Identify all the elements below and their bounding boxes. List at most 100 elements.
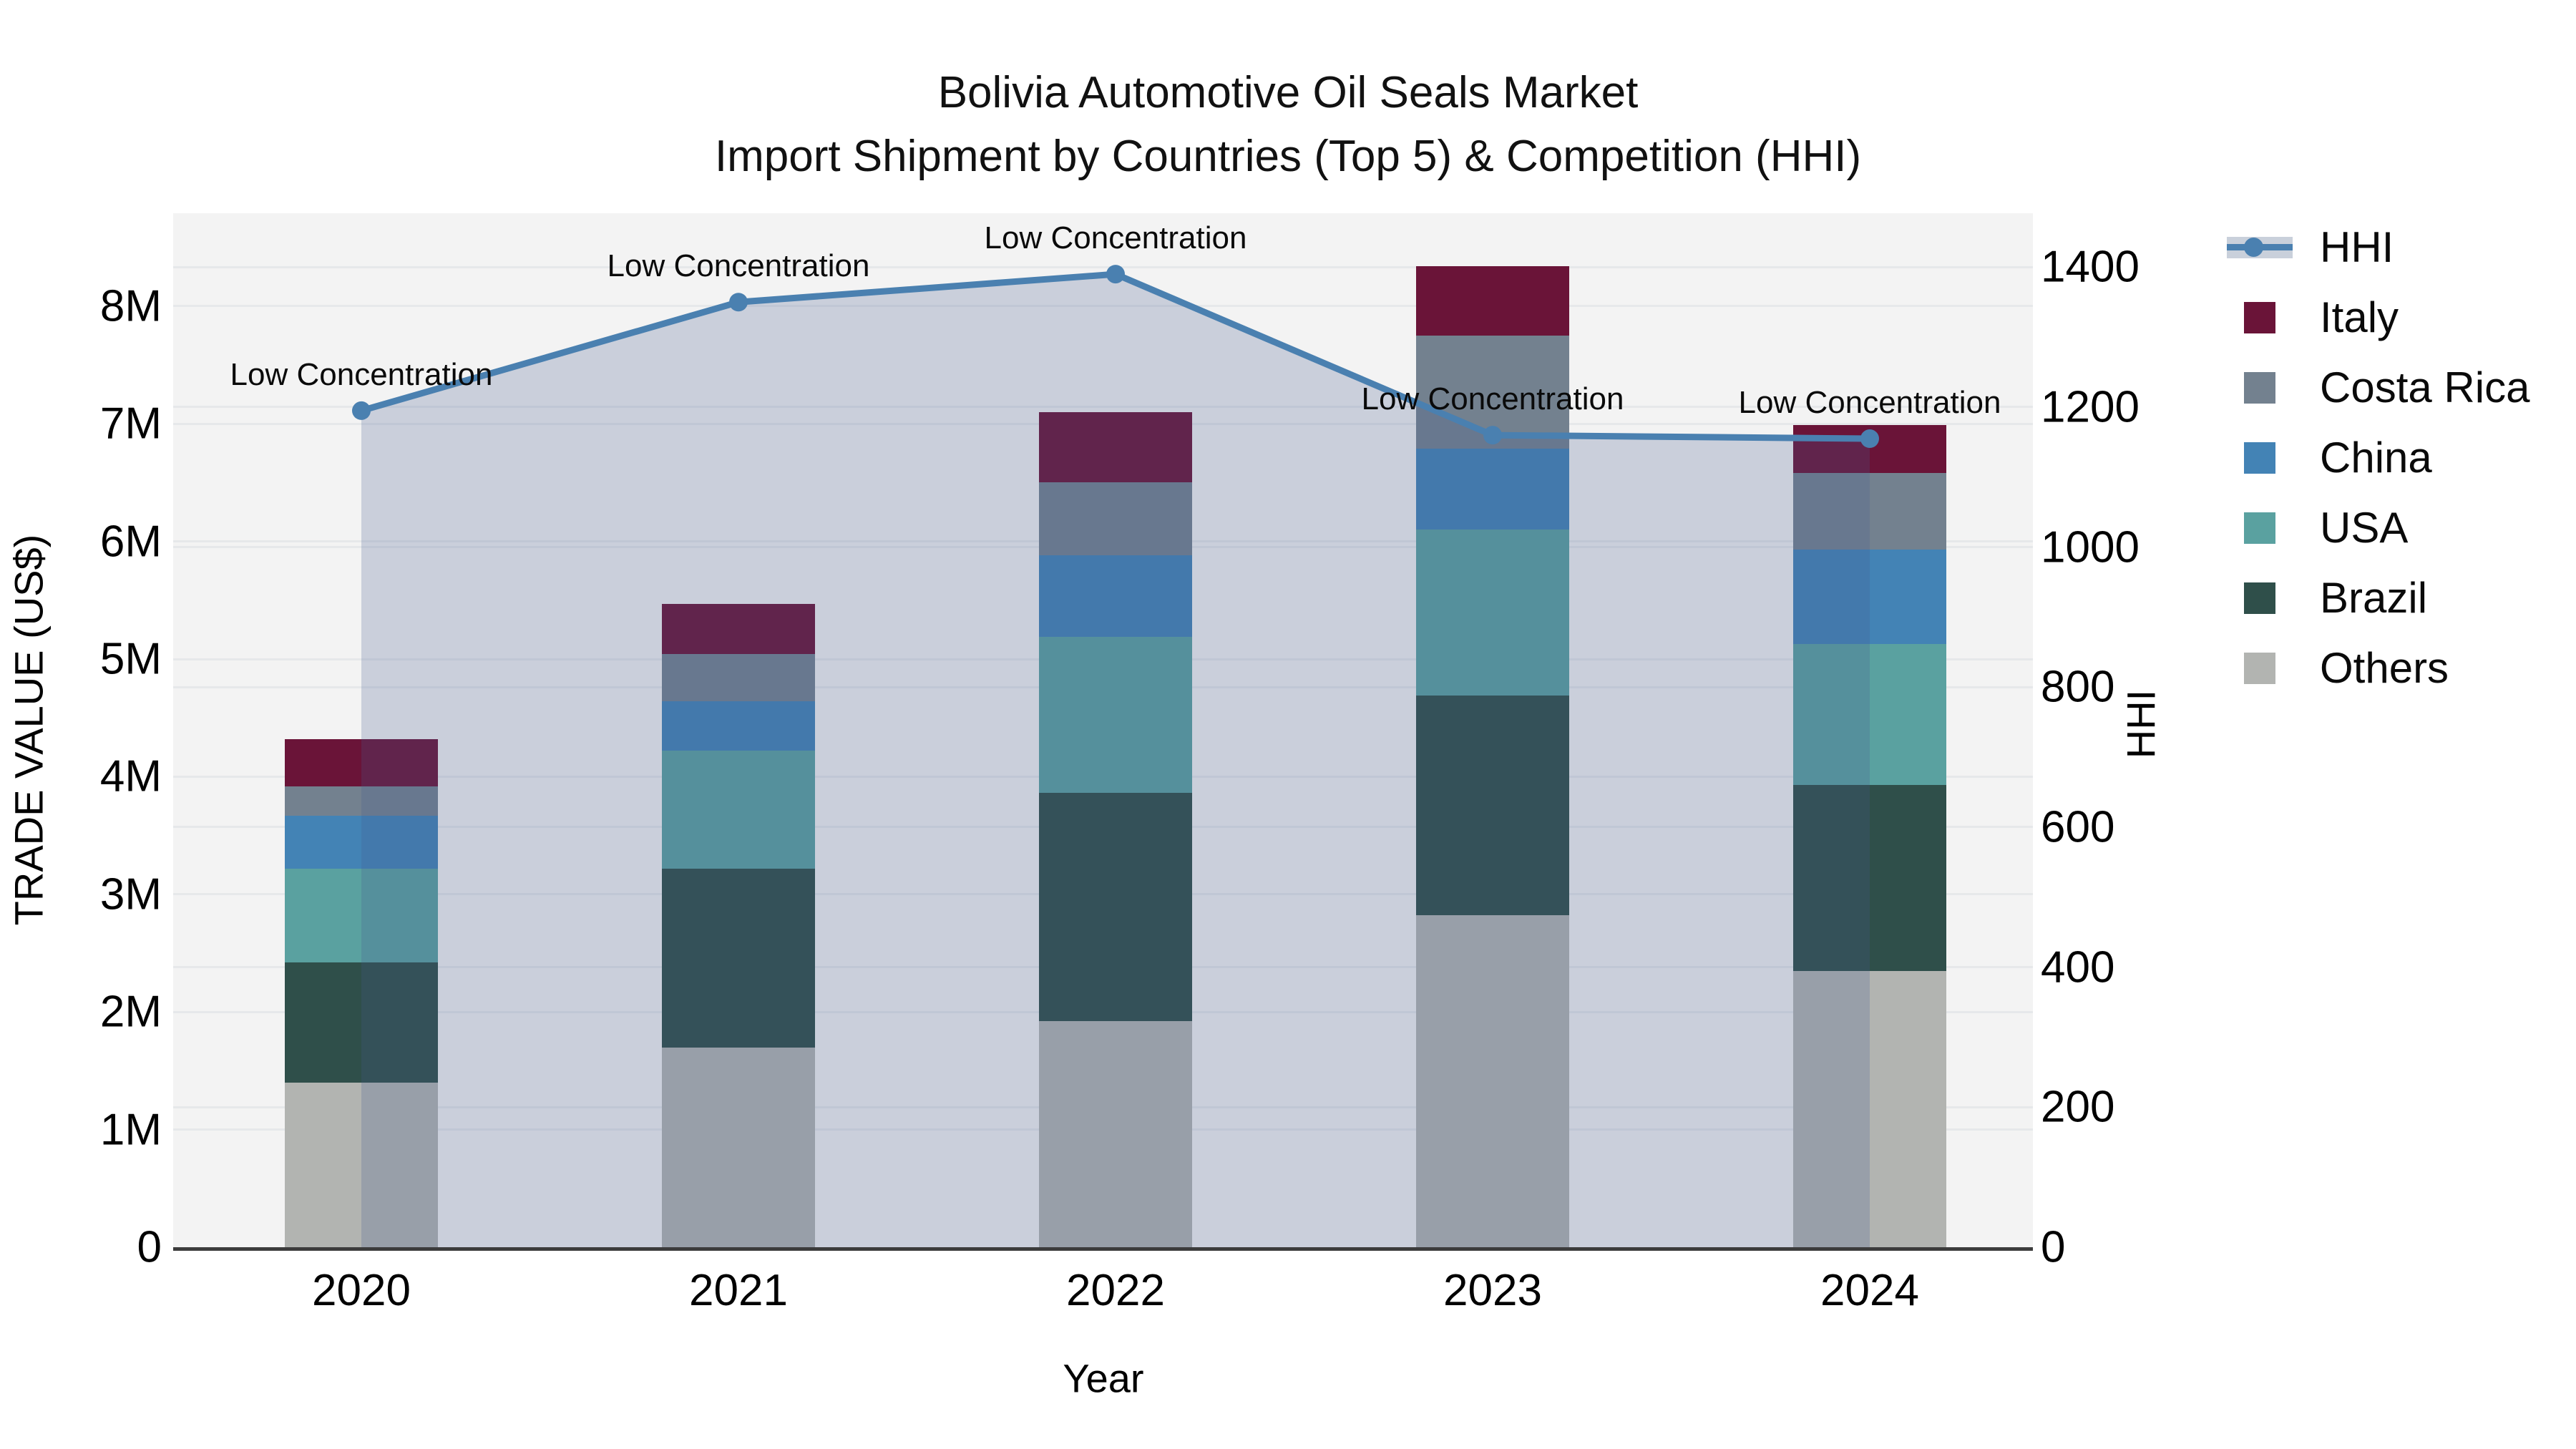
color-swatch-icon <box>2227 441 2293 474</box>
x-axis-tick-2022: 2022 <box>1066 1266 1165 1315</box>
left-axis-tick: 0 <box>137 1222 162 1272</box>
bar-segment-china-2022 <box>1039 555 1192 637</box>
right-axis-tick: 400 <box>2041 942 2115 992</box>
right-axis-tick: 600 <box>2041 802 2115 852</box>
color-swatch-icon <box>2227 301 2293 333</box>
legend: HHI Italy Costa Rica China USA Brazil Others <box>2227 212 2529 703</box>
bar-segment-usa-2020 <box>285 868 438 963</box>
legend-item-usa[interactable]: USA <box>2227 492 2529 562</box>
right-axis-tick: 1400 <box>2041 242 2140 292</box>
bar-segment-costa-rica-2021 <box>662 654 815 702</box>
bar-segment-usa-2021 <box>662 751 815 869</box>
bar-segment-brazil-2021 <box>662 868 815 1048</box>
bar-segment-others-2022 <box>1039 1021 1192 1247</box>
plot-area: Low Concentration Low Concentration Low Co… <box>173 213 2033 1251</box>
legend-item-others[interactable]: Others <box>2227 633 2529 703</box>
chart-subtitle: Import Shipment by Countries (Top 5) & C… <box>714 132 1862 181</box>
bar-segment-others-2024 <box>1793 970 1946 1247</box>
x-axis-tick-2024: 2024 <box>1820 1266 1919 1315</box>
bar-segment-china-2024 <box>1793 550 1946 644</box>
legend-item-china[interactable]: China <box>2227 422 2529 492</box>
left-axis-tick: 4M <box>99 751 162 801</box>
hhi-marker-2021 <box>729 293 748 312</box>
legend-swatch <box>2244 582 2275 614</box>
annotation-2023: Low Concentration <box>1361 381 1624 417</box>
bar-segment-usa-2022 <box>1039 636 1192 794</box>
legend-swatch <box>2244 372 2275 404</box>
annotation-2022: Low Concentration <box>984 220 1247 256</box>
x-axis-tick-2020: 2020 <box>312 1266 411 1315</box>
gridline <box>173 305 2033 308</box>
x-axis-tick-2023: 2023 <box>1443 1266 1542 1315</box>
gridline <box>173 406 2033 409</box>
color-swatch-icon <box>2227 511 2293 544</box>
bar-segment-china-2023 <box>1416 448 1569 530</box>
legend-item-brazil[interactable]: Brazil <box>2227 562 2529 633</box>
bar-segment-italy-2020 <box>285 738 438 786</box>
right-axis-title: HHI <box>2118 689 2164 759</box>
hhi-marker-2020 <box>352 401 371 420</box>
annotation-2020: Low Concentration <box>230 356 493 392</box>
bar-segment-others-2021 <box>662 1047 815 1247</box>
bar-segment-brazil-2020 <box>285 962 438 1083</box>
legend-label: USA <box>2320 503 2409 552</box>
legend-marker-dot <box>2244 238 2263 257</box>
right-axis-tick: 1200 <box>2041 382 2140 432</box>
bar-segment-others-2023 <box>1416 915 1569 1247</box>
right-axis-tick: 0 <box>2041 1222 2066 1272</box>
color-swatch-icon <box>2227 371 2293 404</box>
left-axis-tick: 6M <box>99 517 162 567</box>
legend-swatch <box>2244 653 2275 684</box>
legend-label: Brazil <box>2320 573 2428 622</box>
bar-segment-others-2020 <box>285 1082 438 1247</box>
bar-segment-italy-2023 <box>1416 265 1569 336</box>
x-axis-tick-2021: 2021 <box>689 1266 788 1315</box>
left-axis-tick: 7M <box>99 399 162 449</box>
bar-segment-italy-2022 <box>1039 411 1192 483</box>
bar-segment-brazil-2023 <box>1416 696 1569 916</box>
hhi-marker-2022 <box>1106 265 1125 284</box>
bar-segment-costa-rica-2024 <box>1793 473 1946 550</box>
gridline <box>173 265 2033 268</box>
legend-label: HHI <box>2320 223 2394 271</box>
chart-title: Bolivia Automotive Oil Seals Market <box>937 68 1639 117</box>
legend-item-costa-rica[interactable]: Costa Rica <box>2227 352 2529 422</box>
x-axis-title: Year <box>1063 1355 1144 1401</box>
annotation-2024: Low Concentration <box>1738 385 2001 421</box>
right-axis-tick: 1000 <box>2041 522 2140 572</box>
color-swatch-icon <box>2227 581 2293 614</box>
legend-swatch <box>2244 302 2275 333</box>
legend-item-hhi[interactable]: HHI <box>2227 212 2529 282</box>
bar-segment-brazil-2024 <box>1793 784 1946 971</box>
hhi-marker-2024 <box>1860 429 1879 449</box>
left-axis-tick: 8M <box>99 281 162 331</box>
hhi-area-fill <box>361 274 1870 1247</box>
color-swatch-icon <box>2227 651 2293 684</box>
hhi-marker-2023 <box>1483 426 1502 445</box>
right-axis-tick: 800 <box>2041 662 2115 712</box>
left-axis-tick: 1M <box>99 1105 162 1155</box>
hhi-line-icon <box>2227 230 2293 263</box>
left-axis-tick: 3M <box>99 869 162 919</box>
left-axis-tick: 5M <box>99 634 162 684</box>
left-axis-tick: 2M <box>99 987 162 1037</box>
bar-segment-costa-rica-2022 <box>1039 482 1192 556</box>
legend-label: Others <box>2320 643 2449 692</box>
legend-swatch <box>2244 512 2275 544</box>
bar-segment-brazil-2022 <box>1039 793 1192 1022</box>
legend-label: China <box>2320 433 2432 482</box>
left-axis-title: TRADE VALUE (US$) <box>6 534 52 926</box>
bar-segment-china-2021 <box>662 701 815 751</box>
hhi-line-chart <box>352 265 1879 1247</box>
legend-label: Italy <box>2320 293 2399 341</box>
bar-segment-usa-2023 <box>1416 530 1569 696</box>
bar-segment-usa-2024 <box>1793 643 1946 785</box>
bar-segment-italy-2021 <box>662 603 815 655</box>
bar-segment-costa-rica-2020 <box>285 786 438 816</box>
legend-label: Costa Rica <box>2320 363 2530 411</box>
bar-segment-china-2020 <box>285 815 438 869</box>
annotation-2021: Low Concentration <box>607 248 870 284</box>
legend-item-italy[interactable]: Italy <box>2227 282 2529 352</box>
right-axis-tick: 200 <box>2041 1082 2115 1132</box>
